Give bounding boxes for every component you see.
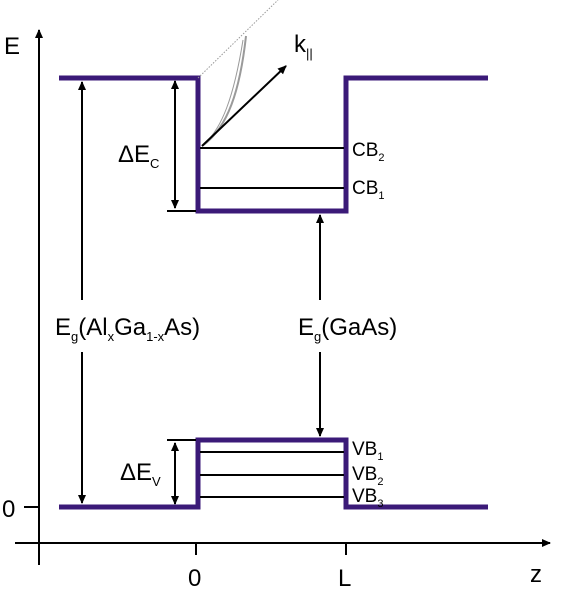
vb1-label: VB1 [352,439,383,463]
vb2-label: VB2 [352,464,383,488]
valence-band-edge [59,437,488,510]
cb1-label: CB1 [352,178,385,202]
energy-axis-label: E [4,33,20,60]
energy-zero-label: 0 [2,496,15,523]
conduction-band-edge [59,75,488,214]
dispersion-curve-inner [201,39,244,147]
valence-offset-label: ΔEV [120,459,161,489]
z-zero-label: 0 [188,565,201,592]
position-axis-label: z [530,561,542,588]
cb2-label: CB2 [352,140,385,164]
k-parallel-label: k|| [294,31,313,61]
vb3-label: VB3 [352,486,383,510]
well-gap-label: Eg(GaAs) [298,314,397,344]
z-L-label: L [338,565,351,592]
conduction-offset-label: ΔEC [118,141,159,171]
dispersion-guide-line [197,0,279,79]
k-parallel-arrow [201,65,287,147]
barrier-gap-label: Eg(AlxGa1-xAs) [55,314,200,344]
